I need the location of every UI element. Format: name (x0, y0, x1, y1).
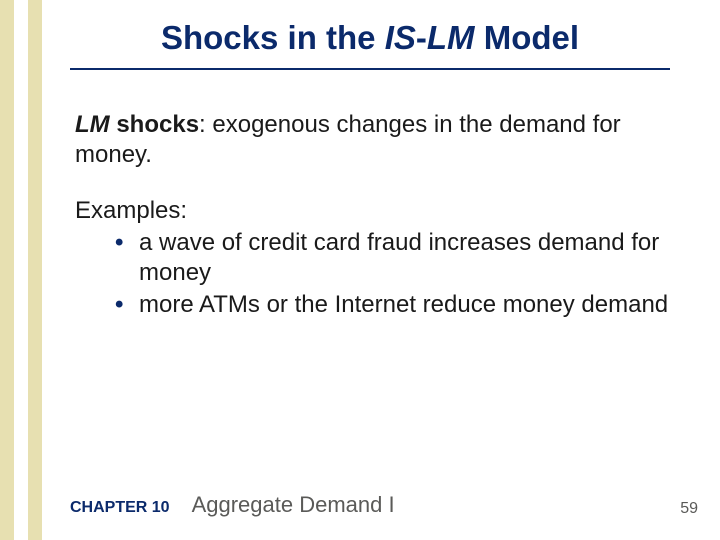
bullet-list: a wave of credit card fraud increases de… (115, 228, 670, 320)
footer: CHAPTER 10 Aggregate Demand I (70, 492, 690, 518)
title-suffix: Model (475, 19, 580, 56)
bullet-item: more ATMs or the Internet reduce money d… (115, 290, 670, 320)
page-number: 59 (680, 500, 698, 518)
chapter-label: CHAPTER 10 (70, 499, 170, 517)
para-bold-rest: shocks (110, 111, 199, 138)
stripe-1 (14, 0, 28, 540)
title-area: Shocks in the IS-LM Model (70, 20, 670, 70)
examples-label: Examples: (75, 196, 670, 226)
body-area: LM shocks: exogenous changes in the dema… (75, 110, 670, 322)
para-bold-italic: LM (75, 111, 110, 138)
slide: Shocks in the IS-LM Model LM shocks: exo… (0, 0, 720, 540)
stripe-2 (28, 0, 42, 540)
title-dash: - (416, 19, 427, 56)
title-prefix: Shocks in the (161, 19, 385, 56)
slide-title: Shocks in the IS-LM Model (70, 20, 670, 56)
title-lm: LM (427, 19, 475, 56)
para-lm-shocks: LM shocks: exogenous changes in the dema… (75, 110, 670, 170)
left-stripe-group (0, 0, 42, 540)
title-is: IS (385, 19, 416, 56)
title-underline (70, 68, 670, 70)
chapter-subtitle: Aggregate Demand I (192, 492, 395, 518)
bullet-item: a wave of credit card fraud increases de… (115, 228, 670, 288)
stripe-0 (0, 0, 14, 540)
